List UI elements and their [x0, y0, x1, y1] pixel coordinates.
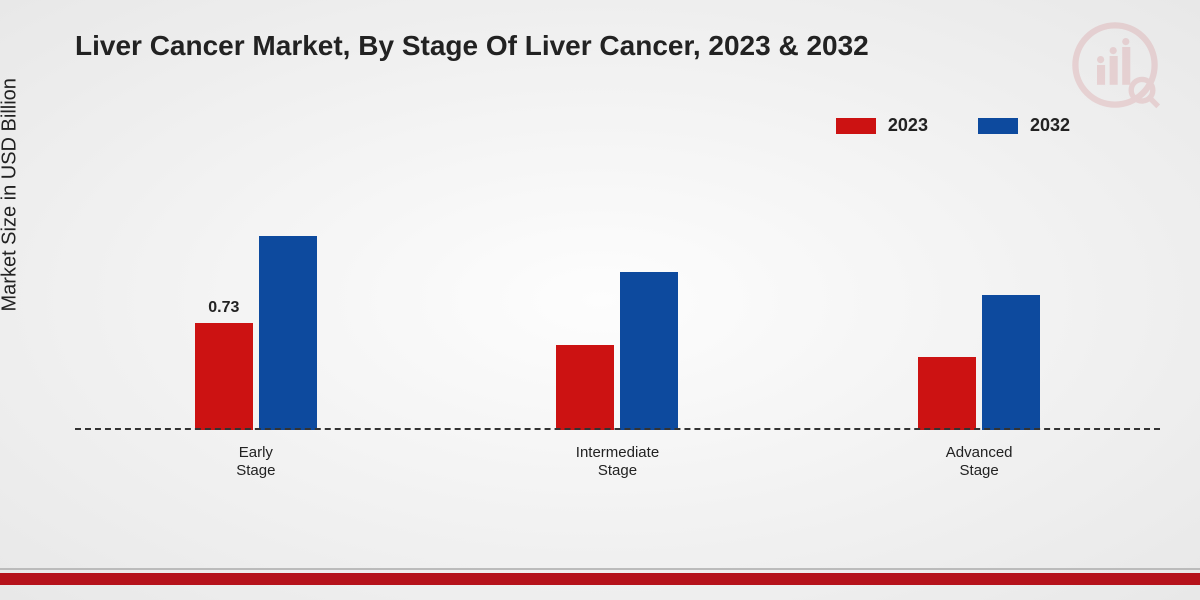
x-tick-label: EarlyStage [191, 444, 321, 480]
x-tick-label: AdvancedStage [914, 444, 1044, 480]
bar [918, 357, 976, 430]
bar-groups: 0.73 [75, 130, 1160, 430]
footer-divider [0, 568, 1200, 570]
bar [620, 272, 678, 430]
chart-area: 0.73 EarlyStage IntermediateStage Advanced… [75, 150, 1160, 490]
bar-group [556, 272, 678, 430]
chart-title: Liver Cancer Market, By Stage Of Liver C… [75, 30, 869, 62]
bar [556, 345, 614, 430]
bar [982, 295, 1040, 430]
brand-logo-icon [1070, 20, 1160, 110]
x-labels: EarlyStage IntermediateStage AdvancedStage [75, 444, 1160, 480]
bar-value-label: 0.73 [208, 299, 239, 317]
bar-group: 0.73 [195, 236, 317, 430]
y-axis-label: Market Size in USD Billion [0, 78, 22, 311]
bar: 0.73 [195, 323, 253, 430]
footer-bar [0, 573, 1200, 585]
bar-group [918, 295, 1040, 430]
x-tick-label: IntermediateStage [552, 444, 682, 480]
bar [259, 236, 317, 430]
baseline [75, 428, 1160, 430]
